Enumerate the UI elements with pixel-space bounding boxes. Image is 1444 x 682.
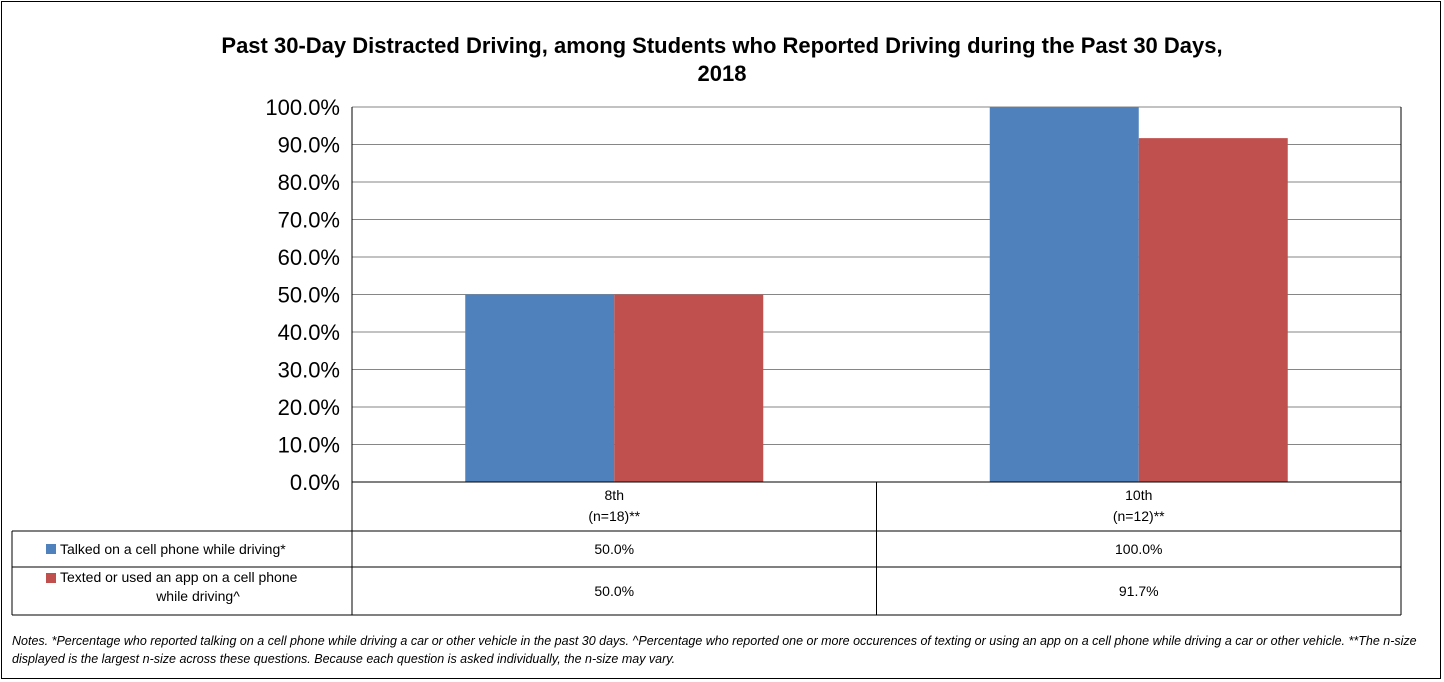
category-label: 8th bbox=[605, 487, 624, 503]
data-label: 100.0% bbox=[1115, 541, 1162, 557]
legend-key bbox=[46, 573, 56, 583]
y-tick-label: 20.0% bbox=[278, 395, 340, 420]
chart-title: Past 30-Day Distracted Driving, among St… bbox=[221, 33, 1223, 86]
y-tick-label: 0.0% bbox=[290, 470, 340, 495]
category-sublabel: (n=12)** bbox=[1113, 508, 1165, 524]
y-tick-label: 40.0% bbox=[278, 320, 340, 345]
chart-notes: Notes. *Percentage who reported talking … bbox=[12, 634, 1417, 666]
legend-label: Talked on a cell phone while driving* bbox=[60, 541, 286, 557]
bar-8th-series-2 bbox=[614, 294, 764, 482]
data-label: 50.0% bbox=[594, 583, 634, 599]
y-tick-label: 80.0% bbox=[278, 170, 340, 195]
y-tick-label: 60.0% bbox=[278, 245, 340, 270]
legend-key bbox=[46, 544, 56, 554]
legend-label-line-1: Texted or used an app on a cell phone bbox=[60, 569, 298, 585]
bar-10th-series-2 bbox=[1138, 138, 1288, 482]
bar-8th-series-1 bbox=[465, 294, 615, 482]
category-sublabel: (n=18)** bbox=[588, 508, 640, 524]
data-label: 50.0% bbox=[594, 541, 634, 557]
y-tick-label: 100.0% bbox=[265, 95, 340, 120]
bar-10th-series-1 bbox=[989, 107, 1139, 482]
data-label: 91.7% bbox=[1119, 583, 1159, 599]
legend-label-line-2: while driving^ bbox=[155, 588, 240, 604]
category-label: 10th bbox=[1125, 487, 1152, 503]
y-tick-label: 50.0% bbox=[278, 283, 340, 308]
y-tick-label: 90.0% bbox=[278, 133, 340, 158]
y-tick-label: 10.0% bbox=[278, 433, 340, 458]
y-tick-label: 30.0% bbox=[278, 358, 340, 383]
y-tick-label: 70.0% bbox=[278, 208, 340, 233]
bar-chart: 0.0% 10.0% 20.0% 30.0% 40.0% 50.0% 60.0% 70.0% 8… bbox=[11, 95, 1402, 616]
